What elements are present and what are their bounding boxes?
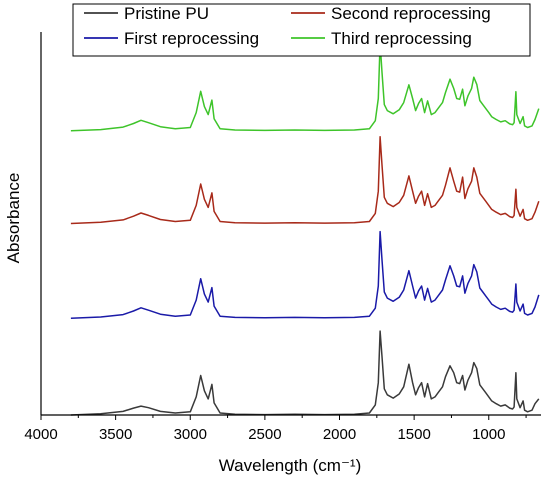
x-tick-label: 2500 bbox=[248, 426, 281, 443]
series-line bbox=[70, 136, 540, 225]
series-line bbox=[70, 330, 540, 416]
x-tick-label: 1500 bbox=[397, 426, 430, 443]
legend-label: Third reprocessing bbox=[331, 29, 472, 48]
legend-label: Pristine PU bbox=[124, 4, 209, 23]
x-tick-label: 4000 bbox=[24, 426, 57, 443]
series-line bbox=[70, 42, 540, 132]
series-line bbox=[70, 230, 540, 319]
x-tick-label: 3500 bbox=[99, 426, 132, 443]
y-axis-title: Absorbance bbox=[4, 173, 23, 264]
x-tick-label: 3000 bbox=[174, 426, 207, 443]
x-axis-title: Wavelength (cm⁻¹) bbox=[219, 456, 361, 475]
legend-label: Second reprocessing bbox=[331, 4, 491, 23]
ticks-layer: 4000 3500 3000 2500 2000 1500 1000 bbox=[24, 415, 527, 443]
axes-layer bbox=[40, 32, 541, 416]
legend: Pristine PU First reprocessing Second repr… bbox=[72, 3, 531, 57]
legend-label: First reprocessing bbox=[124, 29, 259, 48]
series-layer bbox=[70, 42, 540, 416]
x-tick-label: 1000 bbox=[472, 426, 505, 443]
x-tick-label: 2000 bbox=[323, 426, 356, 443]
